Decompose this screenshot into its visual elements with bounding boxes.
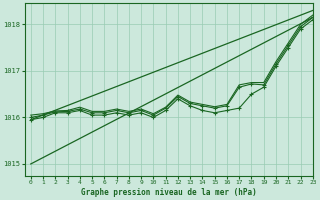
X-axis label: Graphe pression niveau de la mer (hPa): Graphe pression niveau de la mer (hPa) (81, 188, 257, 197)
